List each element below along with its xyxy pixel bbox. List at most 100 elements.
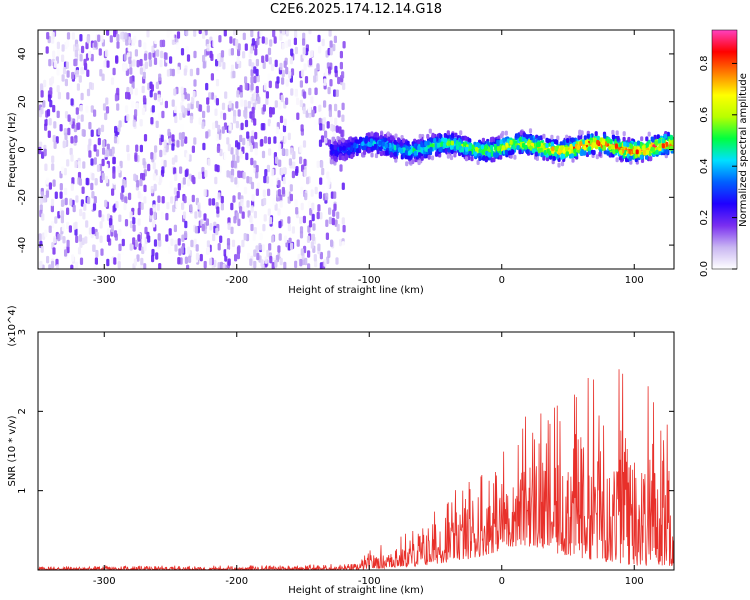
heatmap-cell — [83, 58, 87, 67]
heatmap-cell — [51, 163, 55, 171]
heatmap-cell — [268, 243, 272, 251]
heatmap-cell — [134, 49, 138, 57]
heatmap-cell — [335, 257, 339, 265]
heatmap-cell — [132, 237, 136, 245]
heatmap-cell — [102, 147, 106, 155]
heatmap-cell — [53, 60, 58, 68]
heatmap-cell — [230, 48, 234, 56]
heatmap-cell — [583, 135, 587, 141]
heatmap-cell — [265, 97, 269, 105]
heatmap-cell — [193, 50, 197, 59]
heatmap-cell — [230, 226, 234, 235]
heatmap-cell — [308, 30, 312, 35]
heatmap-cell — [90, 129, 94, 137]
heatmap-cell — [211, 198, 216, 206]
heatmap-cell — [271, 262, 275, 269]
heatmap-cell — [127, 44, 131, 52]
heatmap-cell — [176, 66, 180, 74]
heatmap-cell — [250, 135, 254, 144]
heatmap-cell — [670, 145, 674, 151]
heatmap-cell — [267, 118, 271, 127]
heatmap-cell — [128, 192, 132, 201]
heatmap-cell — [606, 138, 610, 144]
heatmap-cell — [484, 157, 488, 163]
heatmap-cell — [263, 214, 267, 222]
heatmap-cell — [206, 97, 210, 105]
heatmap-cell — [232, 70, 236, 79]
heatmap-cell — [75, 195, 79, 203]
heatmap-cell — [244, 76, 248, 84]
heatmap-cell — [246, 131, 250, 139]
heatmap-cell — [303, 158, 307, 167]
heatmap-cell — [178, 132, 182, 140]
heatmap-cell — [40, 106, 44, 115]
heatmap-cell — [96, 164, 101, 172]
heatmap-cell — [149, 90, 153, 98]
heatmap-cell — [333, 89, 337, 97]
heatmap-cell — [84, 236, 88, 244]
heatmap-cell — [262, 104, 266, 112]
heatmap-cell — [261, 150, 266, 159]
heatmap-cell — [88, 50, 92, 59]
heatmap-cell — [261, 55, 265, 63]
heatmap-cell — [271, 235, 275, 243]
heatmap-cell — [289, 56, 293, 65]
heatmap-cell — [240, 122, 244, 131]
heatmap-cell — [120, 192, 124, 200]
heatmap-cell — [86, 36, 90, 44]
heatmap-cell — [230, 168, 235, 177]
heatmap-cell — [326, 171, 330, 179]
heatmap-cell — [220, 50, 225, 58]
heatmap-cell — [74, 160, 78, 169]
heatmap-cell — [134, 239, 139, 248]
heatmap-cell — [596, 139, 600, 145]
heatmap-cell — [174, 244, 178, 252]
heatmap-cell — [669, 135, 673, 141]
heatmap-cell — [330, 123, 334, 132]
heatmap-cell — [158, 239, 162, 247]
heatmap-cell — [314, 186, 318, 195]
heatmap-cell — [226, 238, 231, 246]
heatmap-cell — [363, 150, 367, 155]
heatmap-cell — [379, 151, 383, 157]
heatmap-cell — [157, 94, 161, 102]
heatmap-cell — [149, 208, 153, 216]
colorbar-gradient — [711, 29, 738, 270]
heatmap-cell — [146, 231, 150, 240]
heatmap-cell — [142, 158, 146, 166]
heatmap-cell — [550, 141, 554, 147]
heatmap-cell — [399, 141, 403, 147]
heatmap-cell — [300, 124, 304, 132]
heatmap-cell — [171, 32, 175, 40]
heatmap-cell — [352, 137, 356, 143]
heatmap-cell — [202, 61, 206, 69]
heatmap-cell — [106, 258, 110, 267]
heatmap-cell — [254, 48, 258, 56]
heatmap-cell — [243, 233, 247, 241]
heatmap-cell — [42, 195, 46, 203]
heatmap-cell — [56, 49, 60, 57]
heatmap-cell — [231, 239, 236, 248]
heatmap-cell — [328, 66, 332, 74]
heatmap-cell — [186, 93, 190, 101]
heatmap-cell — [88, 82, 93, 90]
heatmap-cell — [482, 155, 486, 161]
heatmap-cell — [307, 263, 311, 269]
heatmap-cell — [77, 161, 81, 169]
heatmap-cell — [638, 148, 642, 154]
heatmap-cell — [92, 244, 96, 252]
heatmap-cell — [314, 87, 318, 96]
heatmap-cell — [413, 150, 417, 156]
heatmap-cell — [302, 32, 306, 41]
heatmap-cell — [205, 218, 209, 226]
heatmap-cell — [450, 140, 454, 146]
heatmap-cell — [259, 30, 263, 38]
heatmap-cell — [522, 142, 526, 148]
heatmap-cell — [570, 153, 574, 159]
heatmap-cell — [253, 91, 257, 100]
heatmap-cell — [169, 56, 173, 64]
heatmap-cell — [105, 106, 110, 114]
heatmap-cell — [81, 45, 85, 54]
